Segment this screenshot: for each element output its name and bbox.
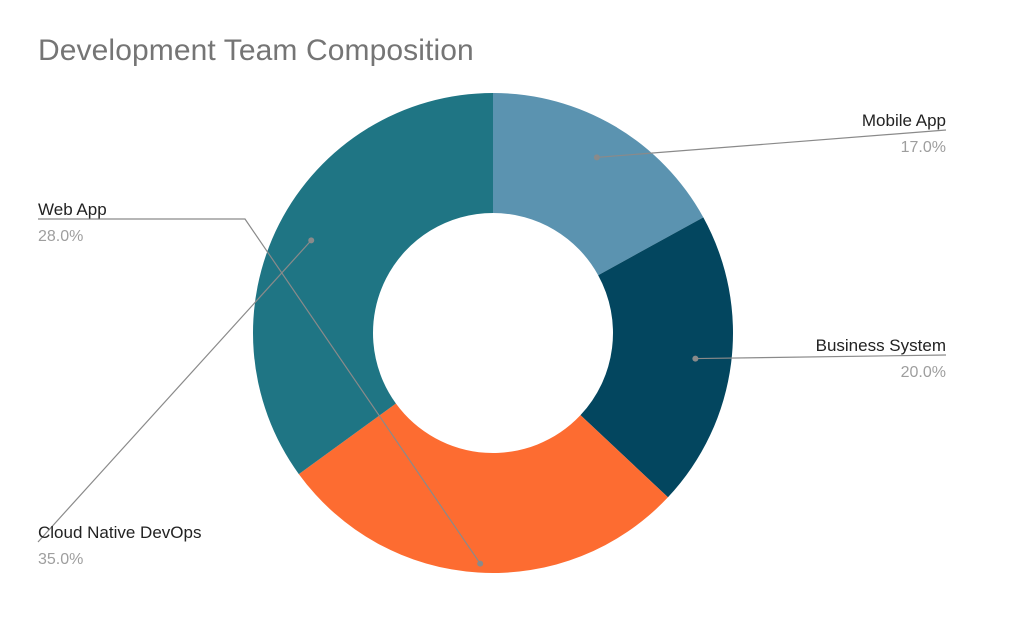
leader-line-business-system [695,354,947,360]
slice-value-cloud-native-devops: 35.0% [38,551,83,568]
leader-line-web-app [38,218,481,564]
slice-web-app [298,403,668,574]
slice-mobile-app [493,93,704,276]
leader-line-mobile-app [596,129,947,159]
slice-value-business-system: 20.0% [901,364,946,381]
slice-label-cloud-native-devops: Cloud Native DevOps [38,523,201,542]
slice-cloud-native-devops [253,93,493,475]
slice-label-web-app: Web App [38,200,107,219]
leader-lines [37,129,947,567]
slice-label-mobile-app: Mobile App [862,111,946,130]
chart-title: Development Team Composition [38,34,474,67]
slice-label-business-system: Business System [816,336,946,355]
slice-value-web-app: 28.0% [38,228,83,245]
donut-slices [253,93,733,574]
slice-labels: Mobile App 17.0% Business System 20.0% Web A… [38,111,946,568]
slice-value-mobile-app: 17.0% [901,139,946,156]
leader-line-cloud-native-devops [37,239,312,543]
slice-business-system [580,217,733,498]
